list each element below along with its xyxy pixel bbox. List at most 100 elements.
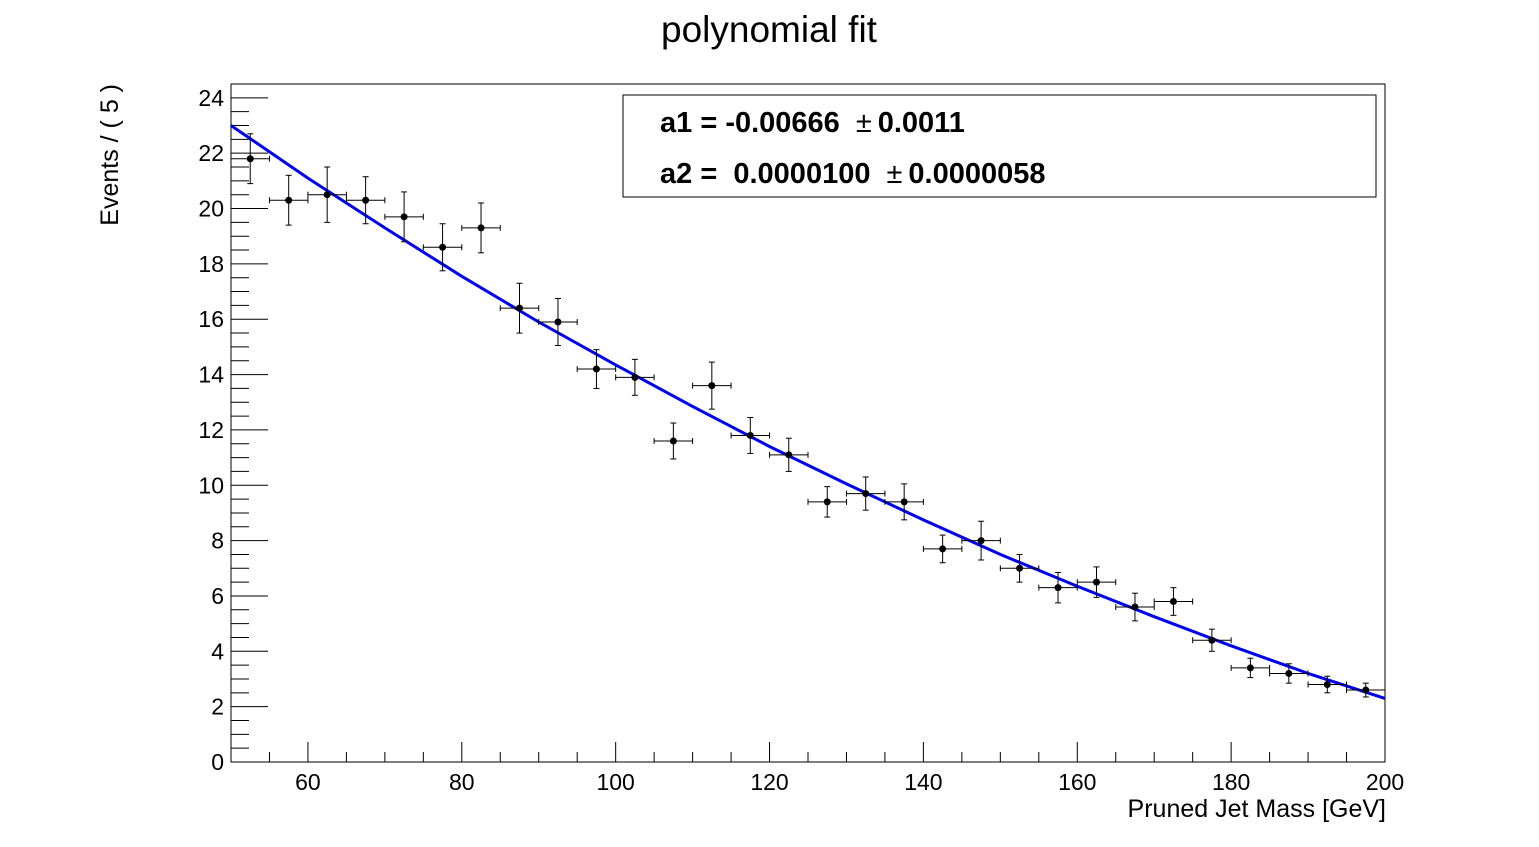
- data-point-group: [922, 534, 963, 564]
- legend-a1-value: -0.00666: [725, 107, 840, 139]
- legend-line-a1: a1 = -0.00666 ±0.0011: [660, 107, 965, 139]
- data-point-group: [1269, 663, 1309, 684]
- data-point: [1131, 603, 1139, 611]
- data-point-group: [1230, 657, 1271, 679]
- data-point: [1016, 564, 1024, 572]
- data-point-group: [461, 202, 501, 254]
- legend-frame: [622, 94, 1377, 198]
- data-points-layer: [230, 133, 1386, 698]
- data-point: [246, 155, 254, 163]
- data-point-group: [769, 437, 809, 472]
- data-point-group: [1115, 592, 1155, 622]
- y-tick-label: 4: [211, 638, 224, 664]
- y-tick-label: 24: [198, 85, 224, 111]
- data-point: [323, 191, 331, 199]
- data-point: [362, 196, 370, 204]
- data-point-group: [345, 176, 386, 225]
- x-tick-label: 80: [449, 769, 475, 795]
- data-point-group: [961, 520, 1001, 561]
- data-point-group: [845, 476, 886, 511]
- x-tick-label: 60: [295, 769, 321, 795]
- data-point: [1285, 669, 1293, 677]
- legend-a2-pm: ±: [886, 158, 902, 190]
- data-point-group: [730, 416, 771, 454]
- data-point: [477, 224, 485, 232]
- data-point: [900, 498, 908, 506]
- data-point-group: [692, 361, 732, 410]
- data-point: [400, 213, 408, 221]
- data-point: [823, 498, 831, 506]
- fit-curve: [230, 124, 1386, 700]
- y-tick-label: 14: [198, 362, 224, 388]
- y-tick-label: 6: [211, 583, 224, 609]
- data-point: [516, 304, 523, 312]
- legend-box: a1 = -0.00666 ±0.0011 a2 = 0.0000100 ±0.00…: [622, 94, 1377, 198]
- y-tick-label: 20: [198, 196, 224, 222]
- data-point: [554, 318, 562, 326]
- legend-a1-pm: ±: [856, 107, 872, 139]
- x-tick-label: 180: [1212, 769, 1250, 795]
- data-point: [592, 365, 600, 373]
- data-point-group: [499, 282, 540, 334]
- data-point-group: [999, 553, 1040, 583]
- y-tick-label: 0: [211, 749, 224, 775]
- data-point-group: [1307, 675, 1348, 694]
- data-point: [1169, 597, 1177, 605]
- data-point-group: [384, 191, 424, 243]
- y-tick-label: 18: [198, 251, 224, 277]
- y-tick-label: 8: [211, 528, 224, 554]
- legend-a1-error: 0.0011: [878, 107, 965, 139]
- x-axis-label: Pruned Jet Mass [GeV]: [1128, 795, 1386, 823]
- y-tick-label: 16: [198, 306, 224, 332]
- y-tick-label: 10: [198, 472, 224, 498]
- data-point: [1362, 686, 1370, 694]
- legend-a2-value: 0.0000100: [725, 158, 870, 190]
- data-point-group: [1346, 682, 1386, 698]
- data-point-group: [268, 174, 309, 226]
- x-tick-label: 140: [904, 769, 942, 795]
- data-point: [862, 490, 870, 498]
- data-point: [785, 451, 793, 459]
- data-point: [1054, 584, 1062, 592]
- y-tick-label: 2: [211, 694, 224, 720]
- x-tick-label: 100: [596, 769, 634, 795]
- data-point: [939, 545, 947, 553]
- data-point: [285, 196, 293, 204]
- data-point: [977, 537, 985, 545]
- data-point: [439, 243, 447, 251]
- data-point: [746, 431, 754, 439]
- x-tick-label: 120: [750, 769, 788, 795]
- x-tick-label: 200: [1366, 769, 1404, 795]
- data-point-group: [576, 349, 617, 389]
- data-point-group: [1153, 587, 1194, 616]
- data-point: [708, 382, 716, 390]
- x-tick-label: 160: [1058, 769, 1096, 795]
- data-point-group: [615, 358, 655, 396]
- chart-title: polynomial fit: [661, 9, 878, 50]
- data-point: [1246, 664, 1254, 672]
- data-point: [1093, 578, 1100, 586]
- data-point: [1323, 681, 1331, 689]
- data-point-group: [422, 223, 463, 272]
- data-point-group: [1192, 628, 1232, 652]
- y-axis-label: Events / ( 5 ): [96, 84, 124, 226]
- legend-a1-name: a1 =: [660, 107, 725, 139]
- y-tick-label: 12: [198, 417, 224, 443]
- data-point-group: [884, 483, 924, 521]
- legend-a2-error: 0.0000058: [908, 158, 1045, 190]
- legend-line-a2: a2 = 0.0000100 ±0.0000058: [660, 158, 1045, 190]
- data-point: [669, 437, 677, 445]
- y-tick-label: 22: [198, 140, 224, 166]
- fit-curve-layer: [230, 124, 1386, 700]
- data-point: [631, 373, 639, 381]
- data-point-group: [653, 422, 694, 460]
- data-point-group: [230, 133, 270, 185]
- data-point-group: [1038, 571, 1078, 604]
- data-point-group: [538, 297, 578, 347]
- data-point-group: [1076, 566, 1117, 598]
- data-point: [1208, 636, 1216, 644]
- data-point-group: [807, 486, 847, 518]
- x-axis: 60 80 100 120 140 160 180 200: [230, 742, 1404, 795]
